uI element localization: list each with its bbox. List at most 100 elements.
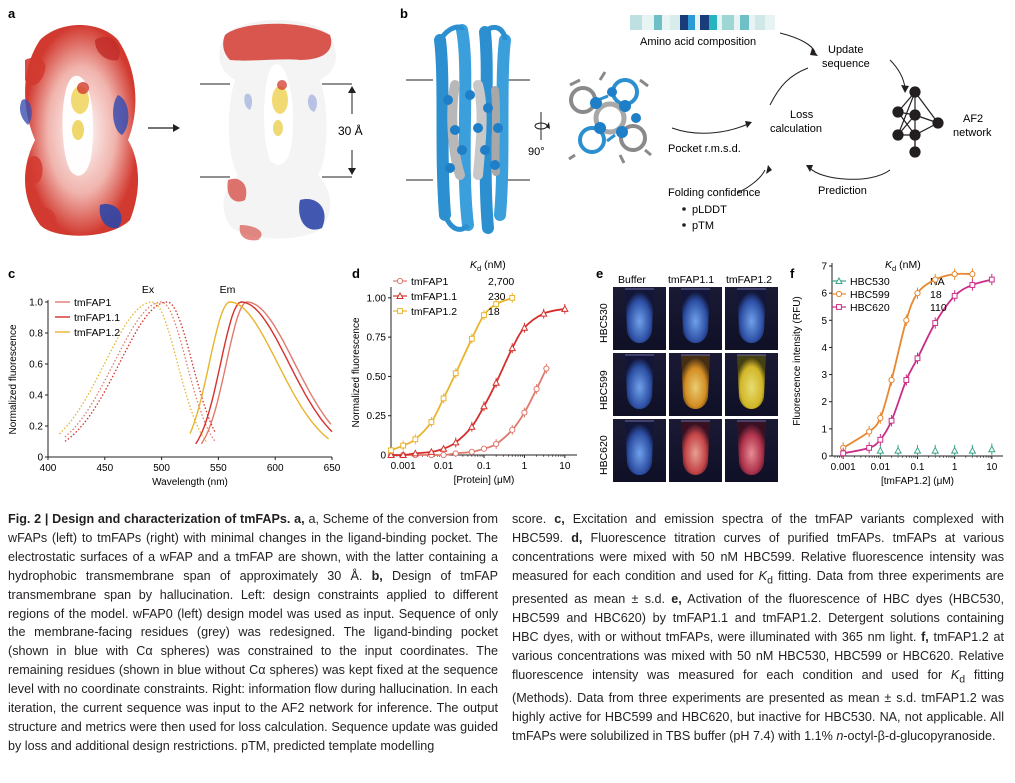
tube — [681, 421, 710, 475]
caption-text-b-end: score. — [512, 512, 547, 526]
caption-text-d-end: fitting. Data from three experiments are… — [512, 568, 1005, 607]
data-point — [539, 309, 548, 317]
caption-text-d: Fluorescence titration curves of purifie… — [512, 530, 1004, 583]
data-point — [509, 426, 516, 433]
x-tick-label: 1 — [522, 461, 528, 472]
x-tick-label: 10 — [559, 461, 571, 472]
data-point — [950, 446, 959, 454]
data-point — [931, 446, 940, 454]
folding-label: Folding confidence — [668, 187, 760, 199]
helix-bundle — [406, 24, 530, 234]
data-point — [988, 276, 995, 283]
legend-label-HBC599: HBC599 — [850, 289, 890, 301]
y-tick-label: 0.4 — [29, 391, 43, 402]
y-tick-label: 0.75 — [367, 333, 387, 344]
data-point — [400, 442, 407, 449]
flow-arrowheads — [745, 48, 909, 174]
caption-right: score. c, Excitation and emission spectr… — [512, 510, 1004, 746]
update-sequence-label-1: Update — [828, 44, 863, 56]
data-point — [411, 449, 420, 457]
y-tick-label: 7 — [821, 262, 827, 273]
data-point — [932, 320, 939, 326]
rmsd-label: Pocket r.m.s.d. — [668, 143, 741, 155]
emission-curve-tmFAP1 — [200, 301, 332, 445]
data-point — [543, 365, 550, 372]
caption-kd-2-sub: d — [959, 673, 966, 686]
tube — [737, 421, 766, 475]
data-point — [951, 292, 958, 299]
legend-kd-tmFAP1.2: 18 — [488, 306, 500, 318]
tube — [737, 355, 766, 409]
y-tick-label: 0 — [380, 451, 386, 462]
legend-title: Kd (nM) — [470, 259, 506, 273]
scale-label: 30 Å — [338, 123, 363, 138]
caption-text-c: Excitation and emission spectra of the t… — [512, 512, 1004, 545]
em-annotation: Em — [220, 284, 236, 296]
fit-curve-tmFAP1.2 — [390, 297, 513, 452]
legend-label-tmFAP1.2: tmFAP1.2 — [74, 327, 120, 339]
panel-b-label: b — [400, 6, 408, 21]
data-point — [412, 436, 419, 443]
legend-label-tmFAP1: tmFAP1 — [74, 297, 112, 309]
fit-curve-HBC620 — [843, 278, 993, 455]
data-point — [427, 447, 436, 455]
data-point — [452, 370, 459, 377]
y-tick-label: 6 — [821, 289, 827, 300]
panel-c-label: c — [8, 266, 15, 281]
column-label-tmfap11: tmFAP1.1 — [668, 274, 714, 286]
data-point — [509, 294, 516, 301]
y-axis-label: Normalized fluorescence — [8, 324, 19, 434]
data-point — [877, 414, 884, 422]
caption-text-f-2: fitting (Methods). Data from three exper… — [512, 667, 1004, 743]
data-point — [840, 450, 847, 457]
data-point — [428, 419, 435, 425]
legend-title: Kd (nM) — [885, 259, 921, 273]
caption-left: Fig. 2 | Design and characterization of … — [8, 510, 498, 756]
data-point — [894, 446, 902, 454]
data-point — [481, 312, 487, 319]
helix-top-view — [568, 71, 652, 164]
data-point — [467, 422, 476, 430]
loss-label-2: calculation — [770, 123, 822, 135]
data-point — [969, 271, 976, 278]
caption-kd-1-sub: d — [767, 574, 773, 587]
x-axis-label: Wavelength (nm) — [152, 477, 228, 488]
data-point — [468, 335, 475, 342]
x-axis-label: [Protein] (μM) — [454, 475, 515, 486]
emission-curve-tmFAP1.2 — [189, 301, 330, 440]
emission-curve-tmFAP1.1 — [195, 301, 333, 445]
data-point — [866, 428, 873, 435]
data-point — [560, 304, 569, 312]
data-point — [968, 446, 977, 454]
data-point — [987, 445, 996, 453]
y-tick-label: 0.6 — [29, 360, 43, 371]
excitation-curve-tmFAP1.2 — [58, 301, 208, 444]
legend-kd-HBC620: 110 — [930, 302, 947, 314]
data-point — [969, 282, 976, 288]
data-point — [913, 446, 922, 454]
caption-title: Design and characterization of tmFAPs. — [52, 512, 291, 526]
caption-marker-b: b, — [362, 568, 383, 583]
data-point — [951, 271, 958, 278]
panel-a-label: a — [8, 6, 16, 21]
data-point — [888, 417, 895, 424]
data-point — [492, 378, 501, 386]
panel-e-label: e — [596, 266, 603, 281]
legend-label-tmFAP1: tmFAP1 — [411, 276, 449, 288]
x-tick-label: 650 — [324, 463, 341, 474]
caption-text-e: Activation of the fluorescence of HBC dy… — [512, 592, 1004, 644]
arrow-right-icon — [148, 124, 180, 132]
caption-text-f-end: -octyl-β-d-glucopyranoside. — [843, 729, 996, 743]
af2-label-1: AF2 — [963, 113, 983, 125]
x-tick-label: 500 — [153, 463, 170, 474]
caption-kd-1: K — [758, 568, 768, 583]
legend-kd-HBC599: 18 — [930, 289, 942, 301]
data-point — [388, 447, 394, 454]
data-point — [440, 451, 447, 459]
tube — [625, 289, 654, 343]
y-axis-label: Normalized fluorescence — [351, 317, 362, 427]
y-tick-label: 0.25 — [367, 411, 387, 422]
excitation-curve-tmFAP1.1 — [64, 301, 216, 442]
row-label-hbc599: HBC599 — [598, 370, 610, 410]
row-label-hbc620: HBC620 — [598, 435, 610, 475]
